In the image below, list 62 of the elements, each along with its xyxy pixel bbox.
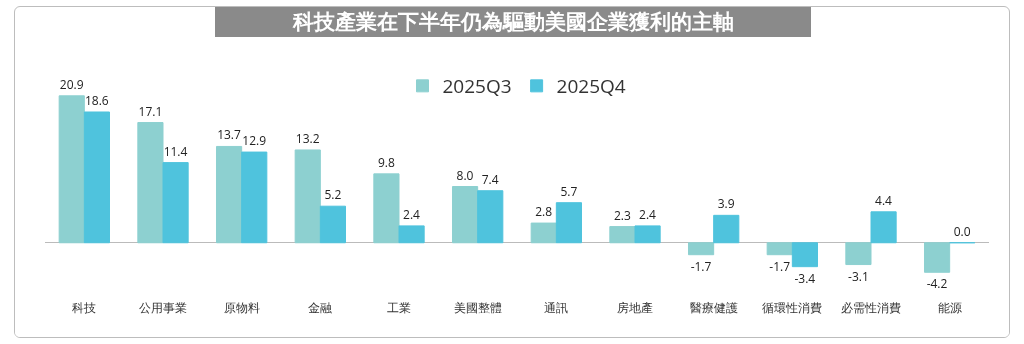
bar [555,202,583,244]
data-label: 13.7 [217,126,242,144]
bar [477,190,504,244]
data-label: 11.4 [163,142,188,160]
bar [713,214,740,244]
x-tick-label: 循環性消費 [762,299,823,316]
data-label: 20.9 [59,75,84,93]
data-label: 3.9 [717,195,735,213]
bar [162,162,189,244]
legend-label: 2025Q4 [556,73,626,100]
bar [241,151,268,244]
bar [373,173,400,244]
x-tick-label: 通訊 [544,299,569,316]
data-label: 0.0 [953,222,971,240]
x-tick-label: 美國整體 [453,299,502,316]
bar [398,225,425,244]
bar [294,149,321,244]
x-tick-label: 房地產 [617,299,653,316]
legend-label: 2025Q3 [442,73,512,100]
x-tick-label: 必需性消費 [841,299,901,316]
bar [923,242,951,273]
x-tick-label: 原物料 [223,299,260,316]
data-label: -4.2 [926,275,948,293]
chart-title: 科技產業在下半年仍為驅動美國企業獲利的主軸 [215,7,811,37]
data-label: 12.9 [242,132,267,150]
bar [687,242,715,256]
bar [83,111,111,244]
data-label: 7.4 [481,170,499,188]
data-label: 2.8 [535,203,553,221]
data-label: 9.8 [377,153,395,171]
data-label: -3.4 [794,269,816,287]
x-tick-label: 工業 [387,299,411,316]
x-tick-label: 醫療健護 [689,299,738,316]
data-label: 2.4 [403,205,421,223]
bar [870,211,897,244]
data-label: -1.7 [690,257,712,275]
data-label: 13.2 [295,129,320,147]
bar [319,205,347,244]
x-tick-label: 公用事業 [139,299,187,316]
data-label: 2.4 [639,205,657,223]
data-label: 4.4 [875,191,893,209]
data-label: 17.1 [138,102,163,120]
bar [791,242,819,268]
bar [451,186,479,244]
bar [766,242,793,256]
data-label: 2.3 [613,206,631,224]
bar [58,95,85,244]
bar [845,242,872,266]
bar [530,222,557,244]
x-tick-label: 科技 [72,299,97,316]
x-tick-label: 能源 [937,299,962,316]
bar [215,145,243,244]
data-label: -1.7 [769,257,791,275]
data-label: 18.6 [84,91,109,109]
x-tick-label: 金融 [308,299,333,316]
data-label: 8.0 [456,166,474,184]
bar [609,226,636,244]
data-label: 5.2 [324,186,342,204]
bar [137,122,164,244]
data-label: 5.7 [560,182,578,200]
data-label: -3.1 [848,267,869,285]
bar [634,225,661,244]
